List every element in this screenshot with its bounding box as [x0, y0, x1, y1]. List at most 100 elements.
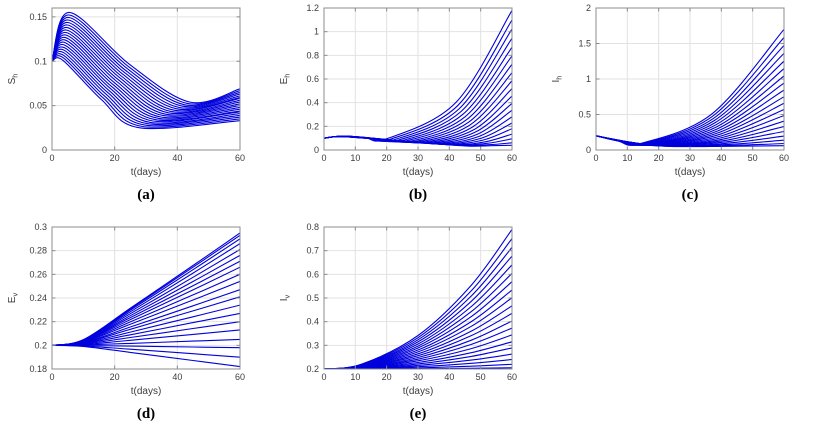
curve: [52, 344, 240, 368]
panel-b: 0 10 20 30 40 50 60 0 0.2 0.4 0.6 0.8 1 1.2 t(days) Eh …: [272, 0, 544, 219]
panel-caption-e: (e): [409, 406, 427, 422]
y-tick-label: 0.1: [34, 56, 47, 66]
curve: [52, 232, 240, 346]
x-tick-label: 20: [382, 372, 392, 382]
curve: [52, 50, 240, 125]
curve: [52, 46, 240, 123]
curve: [52, 29, 240, 113]
y-tick-label: 0.2: [306, 364, 319, 374]
x-tick-label: 30: [685, 153, 695, 163]
y-tick-label: 1: [314, 27, 319, 37]
curve: [52, 53, 240, 127]
y-axis-label: Ev: [7, 293, 20, 304]
y-axis-label: Ih: [551, 76, 564, 83]
tick-labels: 0 10 20 30 40 50 60 0.2 0.3 0.4 0.5 0.6 0.7 0.8: [306, 222, 517, 382]
curve: [52, 14, 240, 105]
curve: [52, 36, 240, 117]
curve: [52, 24, 240, 111]
curve: [52, 43, 240, 121]
y-tick-label: 1: [586, 74, 591, 84]
plot-d: 0 20 40 60 0.18 0.2 0.22 0.24 0.26 0.28 0.3 t(days)…: [7, 222, 245, 397]
curve: [52, 32, 240, 115]
x-axis-label: t(days): [131, 386, 162, 397]
y-axis-label: Eh: [279, 74, 292, 85]
y-tick-label: 0.24: [29, 293, 47, 303]
tick-labels: 0 20 40 60 0.18 0.2 0.22 0.24 0.26 0.28 0.3: [29, 222, 245, 382]
curve: [324, 10, 512, 142]
y-tick-label: 0.7: [306, 246, 319, 256]
gridlines: [52, 227, 240, 369]
y-tick-label: 0.4: [306, 98, 319, 108]
x-tick-label: 50: [748, 153, 758, 163]
curve-family: [324, 10, 512, 147]
x-tick-label: 10: [350, 153, 360, 163]
x-axis-label: t(days): [403, 386, 434, 397]
curve: [52, 21, 240, 109]
plot-b: 0 10 20 30 40 50 60 0 0.2 0.4 0.6 0.8 1 1.2 t(days) Eh: [279, 3, 517, 178]
tick-marks: [51, 8, 241, 151]
y-tick-label: 0.5: [578, 110, 591, 120]
x-tick-label: 60: [507, 372, 517, 382]
x-tick-label: 0: [49, 153, 54, 163]
y-tick-label: 0: [586, 145, 591, 155]
plot-e: 0 10 20 30 40 50 60 0.2 0.3 0.4 0.5 0.6 0.7 0.8 t(days…: [279, 222, 517, 397]
curve: [52, 16, 240, 107]
curve: [52, 34, 240, 116]
tick-labels: 0 20 40 60 0 0.05 0.1 0.15: [29, 12, 245, 163]
panel-d: 0 20 40 60 0.18 0.2 0.22 0.24 0.26 0.28 0.3 t(days)…: [0, 219, 272, 438]
y-axis-label: Iv: [279, 294, 292, 301]
x-tick-label: 30: [413, 372, 423, 382]
x-tick-label: 0: [49, 372, 54, 382]
y-tick-label: 1.5: [578, 39, 591, 49]
x-tick-label: 50: [476, 153, 486, 163]
curve: [52, 11, 240, 104]
x-tick-label: 10: [622, 153, 632, 163]
curve: [52, 57, 240, 130]
tick-marks: [595, 7, 785, 151]
curve: [52, 19, 240, 108]
x-tick-label: 0: [321, 153, 326, 163]
curve: [52, 243, 240, 346]
y-tick-label: 0.22: [29, 317, 47, 327]
x-tick-label: 40: [172, 153, 182, 163]
y-tick-label: 0.5: [306, 293, 319, 303]
y-tick-label: 0.6: [306, 74, 319, 84]
curve-family: [596, 28, 784, 148]
axes-box: [51, 7, 241, 151]
x-tick-label: 40: [172, 372, 182, 382]
y-tick-label: 0.2: [306, 121, 319, 131]
panel-e: 0 10 20 30 40 50 60 0.2 0.3 0.4 0.5 0.6 0.7 0.8 t(days…: [272, 219, 544, 438]
panel-caption-b: (b): [408, 187, 428, 203]
x-axis-label: t(days): [131, 167, 162, 178]
panel-c: 0 10 20 30 40 50 60 0 0.5 1 1.5 2 t(days) Ih (c): [544, 0, 816, 219]
x-axis-label: t(days): [675, 167, 706, 178]
y-tick-label: 0.3: [34, 222, 47, 232]
curve: [52, 27, 240, 112]
x-tick-label: 20: [110, 153, 120, 163]
tick-marks: [323, 226, 513, 370]
curve: [52, 55, 240, 128]
x-tick-label: 20: [110, 372, 120, 382]
panel-caption-a: (a): [137, 187, 155, 203]
y-tick-label: 0.18: [29, 364, 47, 374]
y-tick-label: 0: [42, 145, 47, 155]
y-tick-label: 0.26: [29, 269, 47, 279]
tick-labels: 0 10 20 30 40 50 60 0 0.5 1 1.5 2: [578, 3, 789, 163]
tick-marks: [51, 226, 241, 370]
curve: [52, 266, 240, 346]
y-tick-label: 0.8: [306, 50, 319, 60]
panel-caption-c: (c): [681, 187, 699, 203]
x-axis-label: t(days): [403, 167, 434, 178]
x-tick-label: 60: [507, 153, 517, 163]
x-tick-label: 40: [716, 153, 726, 163]
y-tick-label: 0: [314, 145, 319, 155]
panel-a: 0 20 40 60 0 0.05 0.1 0.15 t(days) Sh (a): [0, 0, 272, 219]
tick-labels: 0 10 20 30 40 50 60 0 0.2 0.4 0.6 0.8 1 1.2: [306, 3, 517, 163]
panel-caption-d: (d): [136, 406, 156, 422]
curve-family: [52, 232, 240, 368]
curve-family: [52, 11, 240, 130]
x-tick-label: 60: [779, 153, 789, 163]
curve: [596, 28, 784, 146]
x-tick-label: 60: [235, 372, 245, 382]
x-tick-label: 20: [654, 153, 664, 163]
